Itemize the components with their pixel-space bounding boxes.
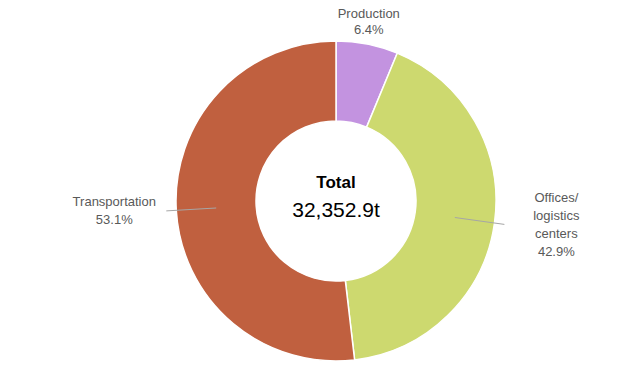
svg-text:centers: centers <box>535 226 578 241</box>
svg-text:logistics: logistics <box>533 208 580 223</box>
svg-text:53.1%: 53.1% <box>96 212 133 227</box>
svg-text:42.9%: 42.9% <box>538 244 575 259</box>
svg-text:Offices/: Offices/ <box>534 190 578 205</box>
svg-text:Transportation: Transportation <box>73 194 156 209</box>
svg-text:Production: Production <box>338 6 400 21</box>
html-text:32,352.9t: 32,352.9t <box>292 198 380 221</box>
html-text:Total: Total <box>316 173 356 192</box>
svg-text:6.4%: 6.4% <box>354 22 384 37</box>
